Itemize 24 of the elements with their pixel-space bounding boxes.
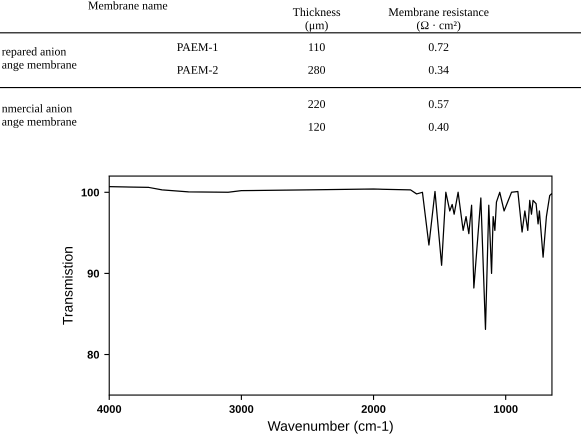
text: PAEM-2 [177,66,218,74]
y-tick-label: 90 [88,270,100,278]
text: Membrane name [88,1,168,10]
y-axis-title: Transmistion [62,246,73,325]
text: nmercial anion ange membrane [2,104,76,128]
x-tick-label: 2000 [362,405,386,413]
x-tick-label: 1000 [494,405,518,413]
text: PAEM-1 [177,43,218,52]
text: 220 [308,100,326,108]
text: 120 [308,122,326,131]
text: 0.57 [428,100,449,108]
y-tick-label: 100 [82,188,100,196]
text: 0.40 [428,122,449,131]
y-tick-label: 80 [88,350,100,359]
text: repared anion ange membrane [2,47,76,72]
text: 0.72 [428,43,448,52]
text: Membrane resistance (Ω · cm²) [388,8,489,32]
text: 0.34 [428,66,449,74]
text: 110 [309,43,325,52]
x-axis-title: Wavenumber (cm-1) [268,420,393,434]
x-tick-label: 3000 [229,405,254,413]
x-tick-label: 4000 [97,405,122,413]
text: Thickness (μm) [292,8,340,32]
text: 280 [308,66,326,74]
